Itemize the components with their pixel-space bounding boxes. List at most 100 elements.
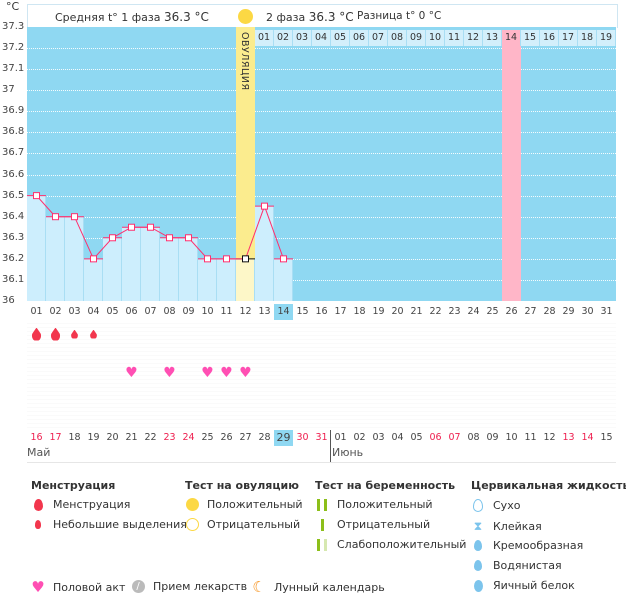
temp-point[interactable]: [147, 223, 154, 231]
gridline: [27, 132, 616, 134]
cycle-day-label: 16: [315, 306, 328, 317]
temp-point[interactable]: [166, 234, 173, 242]
y-tick-label: 36.5: [2, 189, 25, 201]
cycle-day-label: 06: [125, 306, 138, 317]
gridline: [27, 69, 616, 71]
cycle-day-label: 04: [87, 306, 100, 317]
date-label: 08: [467, 432, 480, 443]
temp-point[interactable]: [185, 234, 192, 242]
cycle-day-label: 11: [220, 306, 233, 317]
temp-point[interactable]: [33, 192, 40, 200]
y-tick-label: 36.3: [2, 231, 25, 243]
cycle-day-label: 09: [182, 306, 195, 317]
phase2-label: 2 фаза: [266, 11, 306, 24]
cycle-day-label: 30: [581, 306, 594, 317]
legend-ov-positive: Положительный: [185, 498, 303, 511]
next-cycle-day: 01: [255, 30, 274, 46]
gridline: [27, 216, 616, 218]
menstruation-drop-icon: [31, 327, 42, 341]
cycle-day-label: 31: [600, 306, 613, 317]
y-tick-label: 36.9: [2, 105, 25, 117]
legend-icon: [471, 560, 485, 571]
legend-cervical-item: Яичный белок: [471, 579, 575, 592]
temp-point[interactable]: [128, 223, 135, 231]
cycle-day-label: 03: [68, 306, 81, 317]
cycle-day-label: 01: [30, 306, 43, 317]
temp-column: [198, 258, 217, 301]
cycle-day-label: 10: [201, 306, 214, 317]
temp-point[interactable]: [280, 255, 287, 263]
date-label: 24: [182, 432, 195, 443]
y-tick-label: 37: [2, 84, 15, 96]
legend-icon: [315, 518, 329, 531]
cycle-day-label: 08: [163, 306, 176, 317]
date-label: 11: [524, 432, 537, 443]
date-label: 14: [581, 432, 594, 443]
temp-point[interactable]: [90, 255, 97, 263]
temp-column: [217, 258, 236, 301]
date-label: 06: [429, 432, 442, 443]
date-label: 20: [106, 432, 119, 443]
y-tick-label: 36.4: [2, 210, 25, 222]
cycle-day-row: 01 02 03 04 05 06 07 08 09 10 11 12 13 14 15 16 17 18 19 20…: [27, 304, 616, 322]
next-cycle-day: 07: [369, 30, 388, 46]
chart-header: Средняя t° 1 фаза 36.3 °C 2 фаза 36.3 °C…: [27, 4, 618, 28]
gridline: [27, 90, 616, 92]
legend-title: Цервикальная жидкость: [471, 479, 626, 492]
next-cycle-day: 09: [407, 30, 426, 46]
difference-value: 0 °C: [418, 10, 442, 22]
next-cycle-day: 06: [350, 30, 369, 46]
legend-cervical-item: Сухо: [471, 499, 520, 512]
legend-icon: [471, 579, 485, 592]
cycle-day-label: 21: [410, 306, 423, 317]
temp-column: [122, 227, 141, 301]
legend-other-item: ☾ Лунный календарь: [252, 580, 385, 595]
temp-point[interactable]: [204, 255, 211, 263]
y-tick-label: 37.1: [2, 63, 25, 75]
cycle-day-label: 17: [334, 306, 347, 317]
gridline: [27, 48, 616, 50]
y-tick-label: 36.2: [2, 252, 25, 264]
legend-cervical-item: Водянистая: [471, 559, 562, 572]
legend-cervical-item: Кремообразная: [471, 539, 583, 552]
temp-point[interactable]: [261, 202, 268, 210]
cycle-day-label: 23: [448, 306, 461, 317]
date-label: 16: [30, 432, 43, 443]
phase2-avg: 2 фаза 36.3 °C: [266, 10, 354, 24]
legend-label: Положительный: [207, 498, 303, 511]
legend-title: Менструация: [31, 479, 116, 492]
legend-label: Отрицательный: [337, 518, 431, 531]
date-label: 29: [274, 430, 293, 446]
legend-preg-positive: Положительный: [315, 498, 433, 511]
legend-label: Водянистая: [493, 559, 562, 572]
temp-point[interactable]: [109, 234, 116, 242]
next-cycle-day: 08: [388, 30, 407, 46]
legend-label: Лунный календарь: [274, 580, 385, 594]
month-divider: [330, 430, 331, 462]
legend-label: Прием лекарств: [153, 580, 248, 593]
temp-point[interactable]: [52, 213, 59, 221]
temp-column: [160, 237, 179, 301]
cycle-day-label: 27: [524, 306, 537, 317]
temp-point[interactable]: [242, 255, 249, 263]
date-label: 05: [410, 432, 423, 443]
temp-column: [236, 258, 255, 301]
date-label: 17: [49, 432, 62, 443]
cycle-day-label: 07: [144, 306, 157, 317]
legend-label: Отрицательный: [207, 518, 301, 531]
date-label: 19: [87, 432, 100, 443]
gridline: [27, 237, 616, 239]
legend-menstruation: Менструация: [31, 498, 130, 511]
temp-column: [65, 216, 84, 301]
legend-icon: [185, 498, 199, 511]
legend-label: Слабоположительный: [337, 538, 467, 551]
next-cycle-day: 02: [274, 30, 293, 46]
date-label: 27: [239, 432, 252, 443]
temp-point[interactable]: [223, 255, 230, 263]
legend-icon: [471, 499, 485, 512]
next-cycle-day: 03: [293, 30, 312, 46]
cycle-day-label: 12: [239, 306, 252, 317]
temp-point[interactable]: [71, 213, 78, 221]
cycle-day-label: 18: [353, 306, 366, 317]
highlight-column: [502, 46, 521, 301]
